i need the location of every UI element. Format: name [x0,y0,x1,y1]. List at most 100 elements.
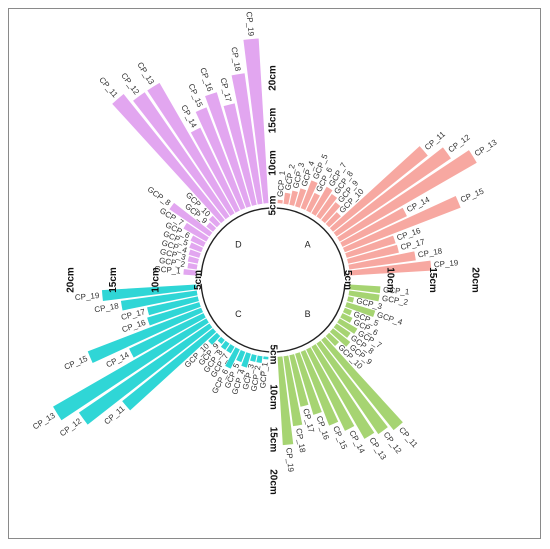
bar-B-gcp-5 [342,307,352,316]
bar-A-gcp-10 [325,212,341,228]
group-arc-B [276,283,346,353]
bar-B-cp-14 [306,347,355,431]
bar-B-gcp-3 [347,296,355,303]
bar-D-cp-18 [231,73,263,205]
scale-tick-label: 15cm [267,427,278,453]
bar-label: CP_17 [218,77,233,103]
bar-A-cp-14 [340,207,407,247]
bar-D-cp-14 [190,127,240,213]
bar-B-cp-13 [311,344,375,439]
bar-D-gcp-3 [187,256,199,264]
group-arc-C [200,283,270,353]
bar-B-gcp-2 [348,290,380,302]
bar-C-gcp-5 [236,349,246,363]
bar-B-cp-19 [277,356,294,446]
scale-tick-label: 20cm [267,469,278,495]
bar-B-cp-17 [289,354,309,407]
bar-A-gcp-3 [289,190,298,206]
bar-label: CP_13 [135,61,156,87]
bar-B-cp-18 [283,355,303,427]
scale-tick-label: 5cm [267,344,278,364]
bar-C-gcp-2 [256,355,263,364]
bar-A-cp-18 [348,251,416,270]
bar-A-gcp-9 [321,202,341,224]
bar-B-gcp-6 [340,313,353,323]
bar-label: CP_18 [229,46,242,72]
scale-tick-label: 10cm [267,384,278,410]
bar-D-gcp-8 [169,202,213,237]
bar-A-cp-19 [349,260,432,276]
bar-C-gcp-4 [241,352,251,368]
bar-D-gcp-10 [208,215,221,228]
bar-label: CP_11 [97,75,120,99]
bar-C-gcp-9 [217,336,225,345]
bar-label: CP_18 [94,301,120,314]
bar-D-cp-17 [223,103,257,206]
bar-C-cp-11 [122,328,217,411]
bar-B-gcp-9 [329,328,351,347]
bar-A-cp-11 [329,146,428,232]
bar-A-cp-12 [333,147,451,237]
group-label-C: C [235,309,242,319]
bar-C-gcp-1 [263,356,269,360]
scale-tick-label: 20cm [66,267,77,293]
bar-label: CP_18 [417,246,443,259]
bar-D-cp-13 [147,82,235,216]
bar-label: GCP_2 [283,163,296,191]
bar-D-gcp-5 [189,242,204,253]
bar-label: CP_19 [284,447,295,473]
bar-A-cp-16 [345,235,396,258]
bar-label: GCP_1 [154,264,181,275]
bar-C-cp-18 [120,290,198,311]
bar-label: CP_12 [119,71,141,97]
scale-tick-label: 20cm [268,65,279,91]
bar-C-cp-19 [101,284,197,301]
bar-B-gcp-10 [325,332,340,347]
scale-tick-label: 10cm [384,267,395,293]
scale-tick-label: 15cm [268,108,279,134]
bar-C-gcp-7 [226,344,235,354]
bar-D-gcp-9 [206,222,217,232]
bar-label: CP_15 [459,186,486,204]
bar-label: CP_19 [433,258,459,269]
bar-D-gcp-6 [190,235,206,247]
bar-A-gcp-8 [316,193,338,220]
chart-frame [8,8,541,539]
bar-A-cp-15 [342,195,461,253]
bar-C-gcp-10 [208,332,221,345]
bar-A-gcp-4 [295,188,307,208]
bar-B-gcp-8 [333,323,351,338]
scale-tick-label: 15cm [108,267,119,293]
bar-label: GCP_2 [381,294,409,307]
bar-label: GCP_1 [258,361,269,388]
scale-tick-label: 20cm [469,267,480,293]
bar-D-cp-15 [195,107,246,211]
bar-label: CP_16 [198,66,214,93]
scale-tick-label: 15cm [427,267,438,293]
bar-A-gcp-2 [283,192,291,205]
bar-label: GCP_4 [376,310,404,327]
bar-D-gcp-4 [188,249,201,258]
scale-tick-label: 5cm [342,270,353,290]
bar-C-gcp-6 [225,347,240,369]
bar-A-gcp-7 [311,186,333,216]
bar-A-cp-13 [337,150,477,242]
bar-D-cp-16 [205,92,251,208]
scale-tick-label: 5cm [193,270,204,290]
group-arc-D [200,207,270,277]
bar-label: CP_13 [31,411,57,432]
bar-label: CP_19 [75,291,101,302]
bar-C-cp-13 [53,318,209,421]
bar-B-cp-11 [321,336,403,431]
bar-B-cp-15 [300,349,339,426]
group-arc-A [276,207,346,277]
bar-A-gcp-1 [277,199,283,204]
bar-A-cp-17 [347,244,399,264]
bar-label: GCP_2 [249,364,262,392]
bar-C-cp-14 [129,313,206,358]
bar-A-gcp-5 [300,180,318,211]
bar-label: CP_13 [473,137,499,158]
bar-D-cp-12 [133,92,230,220]
bar-label: CP_15 [63,354,90,372]
